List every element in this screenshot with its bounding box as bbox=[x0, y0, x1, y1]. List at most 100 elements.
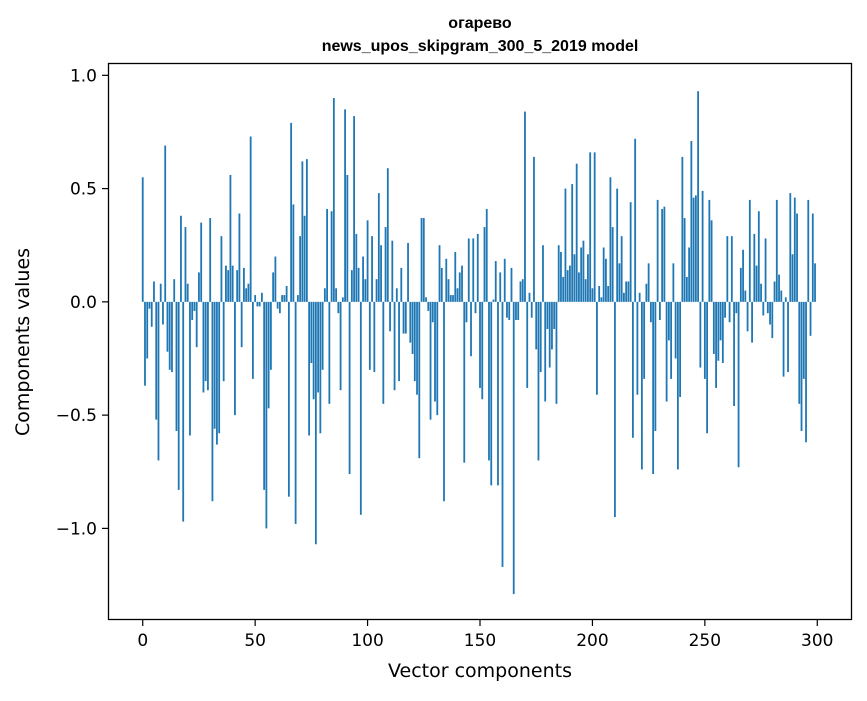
bar bbox=[258, 301, 261, 307]
bar bbox=[742, 249, 744, 302]
ticks-layer: 0 50 100 150 200 250 300 1.0 0.5 0.0 −0.5 −1.0 bbox=[56, 66, 834, 651]
bar bbox=[157, 301, 160, 461]
bar bbox=[234, 301, 236, 416]
bar bbox=[294, 301, 297, 524]
bar bbox=[627, 281, 630, 302]
bar bbox=[526, 301, 529, 388]
bar bbox=[701, 190, 704, 302]
bar bbox=[571, 184, 574, 302]
bar bbox=[359, 301, 362, 515]
bar bbox=[647, 263, 650, 302]
bar bbox=[562, 276, 565, 302]
bar bbox=[771, 301, 774, 339]
bar bbox=[420, 218, 423, 302]
bar bbox=[400, 267, 403, 302]
bar bbox=[476, 233, 479, 302]
bar bbox=[281, 295, 284, 302]
bar bbox=[652, 301, 655, 475]
bar bbox=[760, 283, 762, 302]
bar bbox=[321, 301, 324, 370]
bar bbox=[537, 301, 540, 461]
bar bbox=[560, 252, 562, 302]
bar bbox=[609, 177, 612, 302]
bar bbox=[640, 301, 643, 470]
bar bbox=[580, 247, 583, 302]
bar bbox=[584, 279, 587, 302]
bar bbox=[269, 301, 272, 370]
bar bbox=[787, 301, 789, 373]
bar bbox=[180, 215, 182, 302]
bar bbox=[596, 301, 598, 395]
bar bbox=[195, 301, 198, 348]
bar bbox=[171, 301, 173, 373]
bar bbox=[413, 301, 416, 382]
bar bbox=[539, 301, 542, 373]
bar bbox=[326, 208, 328, 302]
bar bbox=[506, 301, 508, 318]
bar bbox=[510, 267, 513, 302]
bar bbox=[802, 301, 805, 379]
bar bbox=[569, 265, 571, 302]
bar bbox=[216, 301, 218, 445]
bar bbox=[692, 197, 695, 302]
bar bbox=[753, 233, 756, 302]
bar bbox=[238, 213, 241, 302]
bar bbox=[249, 136, 252, 302]
bar bbox=[312, 301, 315, 400]
bar bbox=[773, 281, 776, 302]
bar bbox=[591, 288, 594, 302]
bar bbox=[449, 295, 452, 302]
bar bbox=[755, 265, 758, 302]
bar bbox=[292, 204, 295, 302]
bar bbox=[483, 227, 486, 302]
bar bbox=[346, 175, 349, 302]
chart-title-line-2: news_upos_skipgram_300_5_2019 model bbox=[322, 38, 639, 55]
bar bbox=[715, 301, 717, 388]
bar bbox=[447, 279, 450, 302]
bar bbox=[335, 288, 337, 302]
bar bbox=[809, 301, 812, 336]
bar bbox=[245, 288, 248, 302]
bar bbox=[555, 301, 558, 404]
bar bbox=[168, 301, 171, 370]
bar bbox=[807, 199, 810, 302]
bar bbox=[488, 301, 490, 461]
bar bbox=[757, 211, 760, 302]
bar bbox=[645, 283, 648, 302]
y-tick-label: −1.0 bbox=[56, 519, 97, 539]
bar bbox=[276, 301, 279, 309]
bar bbox=[719, 301, 722, 341]
bar bbox=[357, 267, 360, 302]
bar bbox=[485, 208, 488, 302]
bar bbox=[681, 156, 684, 302]
bar bbox=[521, 279, 524, 302]
bar bbox=[764, 238, 767, 302]
bar bbox=[272, 272, 275, 302]
bar bbox=[607, 286, 610, 302]
bar bbox=[350, 270, 353, 302]
bar bbox=[503, 258, 506, 302]
x-tick-label: 200 bbox=[576, 631, 608, 651]
bar bbox=[283, 295, 286, 302]
bar bbox=[384, 227, 387, 302]
bar bbox=[225, 265, 227, 302]
bar bbox=[314, 301, 317, 545]
bar bbox=[184, 227, 187, 302]
bar bbox=[427, 301, 430, 311]
bar bbox=[497, 301, 499, 486]
bar bbox=[191, 301, 194, 320]
bar bbox=[780, 290, 783, 302]
bar bbox=[690, 141, 693, 302]
bar bbox=[789, 193, 792, 302]
bar bbox=[589, 152, 592, 302]
bar bbox=[735, 301, 738, 314]
bar bbox=[240, 301, 243, 348]
bar bbox=[422, 218, 425, 302]
bar bbox=[330, 211, 333, 302]
bar bbox=[546, 301, 549, 330]
bar bbox=[800, 301, 803, 431]
bar bbox=[739, 267, 742, 302]
bar bbox=[407, 242, 409, 302]
x-tick-label: 250 bbox=[689, 631, 721, 651]
